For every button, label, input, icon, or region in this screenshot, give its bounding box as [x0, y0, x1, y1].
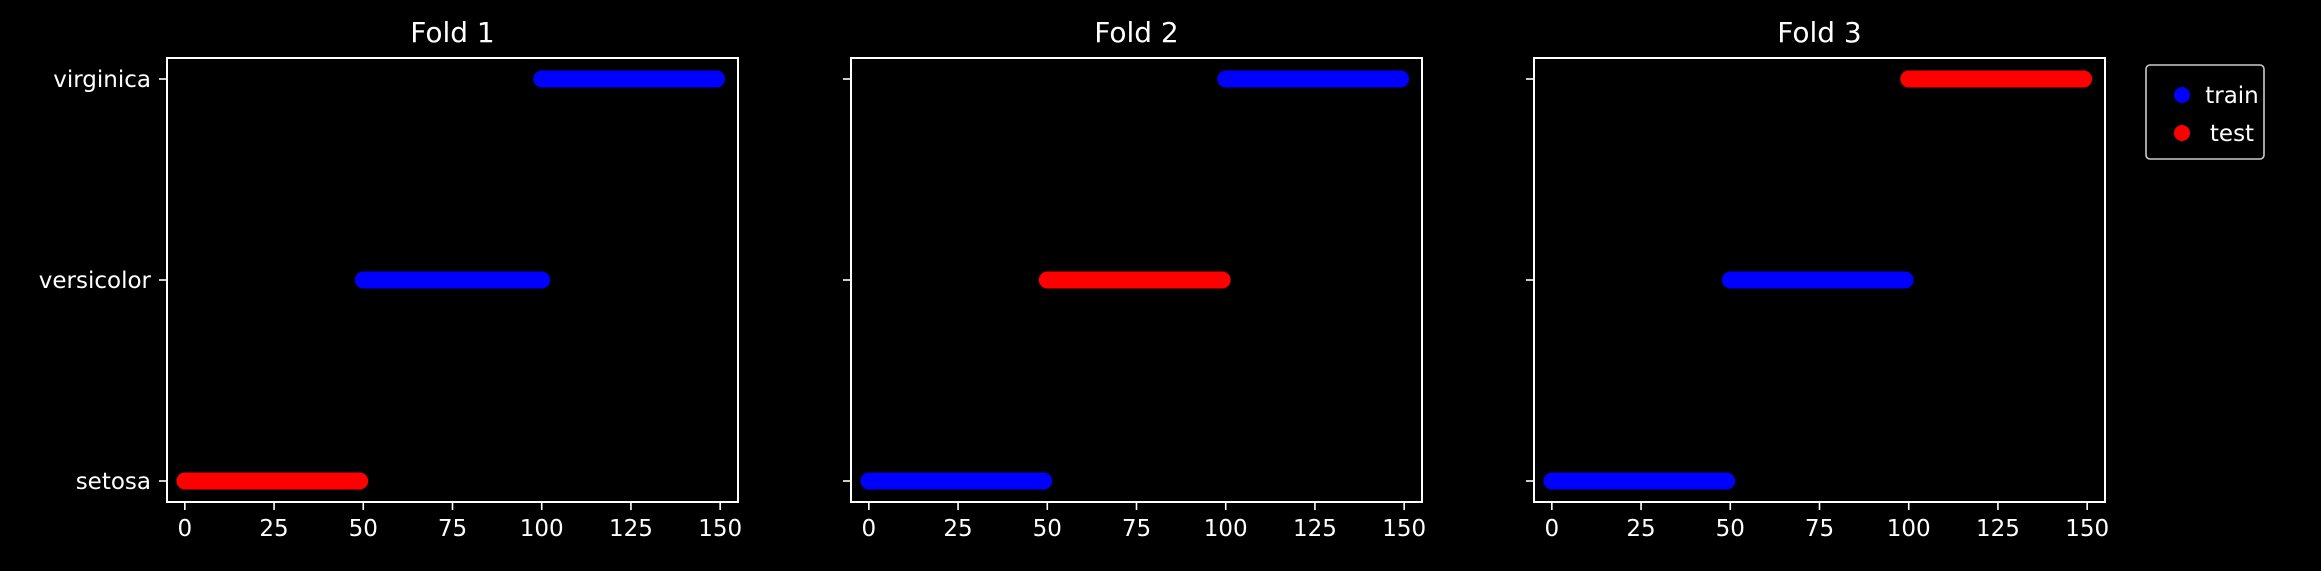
x-tick-label: 100: [1204, 516, 1248, 542]
x-tick-label: 150: [2065, 516, 2109, 542]
x-tick-label: 50: [1033, 516, 1062, 542]
legend-label-test: test: [2210, 121, 2254, 147]
legend: train test: [2145, 64, 2265, 160]
x-tick-label: 100: [1887, 516, 1931, 542]
y-tick-label: versicolor: [39, 268, 152, 294]
panel-3: Fold 3 0 25 50 75 100 125 150: [1526, 16, 2109, 542]
x-tick-label: 75: [1805, 516, 1834, 542]
panel-title: Fold 1: [410, 16, 495, 49]
panel-1: Fold 1 0 25 50 75 100 125 150 setosa versicolor vi…: [39, 16, 742, 542]
x-tick-label: 75: [1122, 516, 1151, 542]
x-tick-label: 25: [259, 516, 288, 542]
y-tick-label: setosa: [76, 469, 151, 495]
panel-2: Fold 2 0 25 50 75 100 125 150: [843, 16, 1426, 542]
legend-marker-train: [2174, 87, 2190, 103]
x-tick-label: 150: [698, 516, 742, 542]
legend-marker-test: [2174, 125, 2190, 141]
x-tick-label: 100: [520, 516, 564, 542]
legend-label-train: train: [2205, 83, 2259, 109]
y-tick-label: virginica: [53, 67, 151, 93]
panel-title: Fold 2: [1094, 16, 1179, 49]
x-tick-label: 125: [1293, 516, 1337, 542]
panel-title: Fold 3: [1777, 16, 1862, 49]
x-tick-label: 25: [1626, 516, 1655, 542]
x-tick-label: 0: [1545, 516, 1560, 542]
x-tick-label: 0: [178, 516, 193, 542]
x-tick-label: 75: [438, 516, 467, 542]
x-tick-label: 125: [1976, 516, 2020, 542]
x-tick-label: 50: [349, 516, 378, 542]
panels: Fold 1 0 25 50 75 100 125 150 setosa versicolor vi…: [39, 16, 2109, 542]
x-tick-label: 125: [609, 516, 653, 542]
x-tick-label: 150: [1382, 516, 1426, 542]
x-tick-label: 50: [1716, 516, 1745, 542]
x-tick-label: 0: [862, 516, 877, 542]
x-tick-label: 25: [943, 516, 972, 542]
